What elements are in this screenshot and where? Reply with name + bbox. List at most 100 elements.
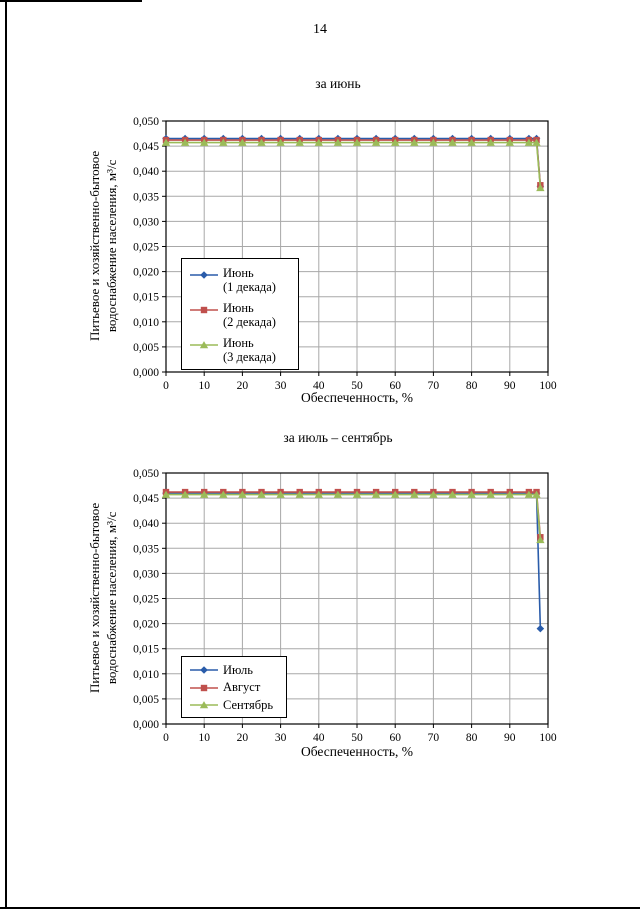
x-tick-label: 50 — [351, 732, 363, 744]
legend-label: Июнь (1 декада) — [223, 266, 276, 295]
y-tick-label: 0,010 — [133, 317, 159, 329]
y-tick-label: 0,050 — [133, 116, 159, 128]
chart-2-y-axis-label: Питьевое и хозяйственно-бытовое водоснаб… — [87, 448, 121, 748]
triangle-marker-icon — [410, 138, 419, 146]
triangle-marker-icon — [429, 138, 438, 146]
x-tick-label: 90 — [504, 380, 516, 392]
triangle-marker-icon — [352, 490, 362, 498]
legend-label: Июль — [223, 663, 253, 677]
y-axis-label-line-1: Питьевое и хозяйственно-бытовое — [87, 502, 103, 693]
square-marker-icon — [200, 306, 208, 313]
x-tick-label: 70 — [428, 732, 440, 744]
page-number: 14 — [313, 22, 327, 37]
chart-1-y-axis-label: Питьевое и хозяйственно-бытовое водоснаб… — [87, 96, 121, 396]
y-tick-label: 0,045 — [133, 493, 159, 505]
x-tick-label: 90 — [504, 732, 516, 744]
chart-1-x-axis-label: Обеспеченность, % — [300, 390, 413, 405]
triangle-marker-icon — [200, 490, 209, 498]
y-tick-label: 0,050 — [133, 468, 159, 480]
triangle-legend-marker-icon — [190, 340, 218, 348]
series-line — [166, 492, 542, 629]
triangle-marker-icon — [371, 138, 381, 146]
triangle-marker-icon — [295, 490, 304, 498]
y-tick-label: 0,010 — [133, 669, 159, 681]
triangle-marker-icon — [505, 138, 514, 146]
y-tick-label: 0,005 — [133, 342, 159, 354]
series-line — [166, 493, 542, 540]
y-tick-label: 0,020 — [133, 619, 159, 631]
chart-2: Июль Август Сентябрь 0,000 0,005 0,010 0,015 0… — [118, 465, 578, 765]
diamond-marker-icon — [200, 666, 208, 674]
legend-entry: Июнь (2 декада) — [190, 301, 290, 330]
x-tick-label: 100 — [539, 732, 557, 744]
series-line — [166, 491, 542, 538]
x-tick-label: 100 — [539, 380, 557, 392]
triangle-marker-icon — [486, 490, 495, 498]
x-tick-label: 80 — [466, 380, 478, 392]
series-line — [166, 137, 542, 187]
triangle-marker-icon — [371, 490, 381, 498]
plot-border — [165, 472, 549, 725]
chart-2-title: за июль – сентябрь — [283, 430, 393, 445]
triangle-marker-icon — [219, 490, 228, 498]
triangle-marker-icon — [467, 490, 476, 498]
triangle-marker-icon — [276, 490, 285, 498]
square-legend-marker-icon — [190, 306, 218, 313]
y-tick-label: 0,030 — [133, 568, 159, 580]
square-marker-icon — [200, 684, 208, 691]
x-tick-label: 10 — [198, 380, 210, 392]
x-tick-label: 20 — [237, 380, 249, 392]
scan-artifact-bottom — [0, 907, 640, 909]
legend-entry: Сентябрь — [190, 698, 278, 712]
triangle-marker-icon — [467, 138, 476, 146]
triangle-marker-icon — [524, 138, 534, 146]
triangle-marker-icon — [314, 138, 323, 146]
x-tick-label: 70 — [428, 380, 440, 392]
y-tick-label: 0,040 — [133, 518, 159, 530]
y-tick-label: 0,030 — [133, 216, 159, 228]
legend-label: Август — [223, 680, 261, 695]
chart-canvas: 0,000 0,005 0,010 0,015 0,020 0,025 0,030 0,035… — [133, 116, 557, 392]
triangle-marker-icon — [448, 490, 457, 498]
triangle-marker-icon — [505, 490, 514, 498]
y-tick-label: 0,015 — [133, 644, 159, 656]
triangle-marker-icon — [238, 490, 247, 498]
x-tick-label: 10 — [198, 732, 210, 744]
triangle-marker-icon — [532, 138, 541, 146]
triangle-marker-icon — [199, 701, 209, 709]
x-tick-label: 50 — [351, 380, 363, 392]
diamond-marker-icon — [200, 271, 208, 279]
legend-label: Июнь (3 декада) — [223, 335, 276, 364]
x-tick-label: 60 — [389, 380, 401, 392]
triangle-marker-icon — [333, 490, 343, 498]
triangle-marker-icon — [391, 490, 400, 498]
scan-artifact-left — [5, 0, 7, 909]
triangle-marker-icon — [219, 138, 228, 146]
legend-entry: Июнь (3 декада) — [190, 336, 290, 365]
triangle-marker-icon — [257, 490, 266, 498]
legend-label: Июнь (2 декада) — [223, 300, 276, 330]
y-tick-label: 0,040 — [133, 166, 159, 178]
x-tick-label: 30 — [275, 380, 287, 392]
triangle-marker-icon — [333, 138, 343, 146]
triangle-marker-icon — [257, 138, 266, 146]
legend-entry: Июль — [190, 663, 278, 677]
series-line — [166, 141, 542, 188]
diamond-legend-marker-icon — [190, 666, 218, 674]
y-tick-label: 0,000 — [133, 367, 159, 379]
triangle-marker-icon — [410, 490, 419, 498]
y-tick-label: 0,005 — [133, 694, 159, 706]
triangle-marker-icon — [448, 138, 457, 146]
triangle-marker-icon — [524, 490, 534, 498]
plot-border — [165, 120, 549, 373]
triangle-marker-icon — [161, 490, 171, 498]
x-tick-label: 40 — [313, 380, 325, 392]
y-tick-label: 0,045 — [133, 141, 159, 153]
chart-2-legend: Июль Август Сентябрь — [181, 656, 287, 719]
legend-label: Сентябрь — [223, 697, 274, 712]
chart-1-legend: Июнь (1 декада) Июнь (2 декада) Июнь (3 декад… — [181, 258, 299, 371]
triangle-marker-icon — [200, 138, 209, 146]
triangle-marker-icon — [276, 138, 285, 146]
triangle-marker-icon — [536, 183, 545, 192]
